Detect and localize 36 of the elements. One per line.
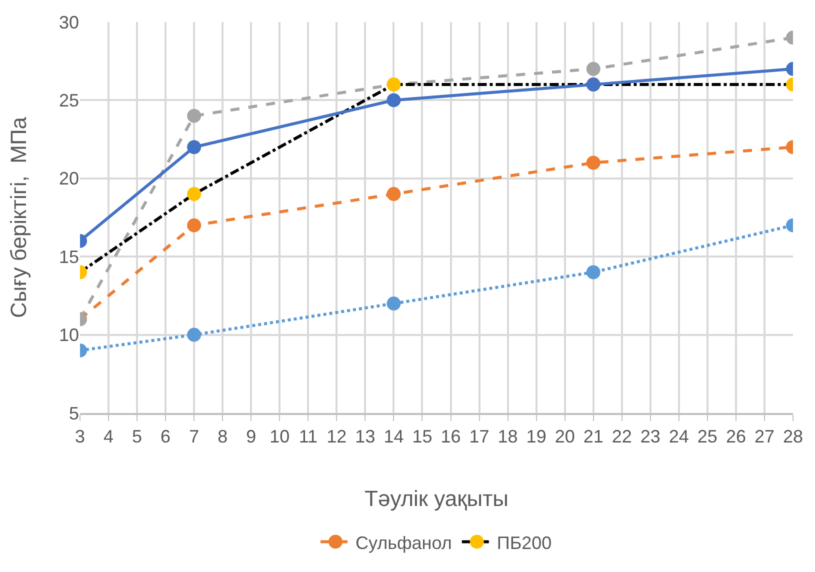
x-tick-label: 24	[668, 426, 689, 447]
y-tick-label: 30	[58, 12, 79, 32]
x-tick-label: 6	[160, 426, 171, 447]
legend-label: Сульфанол	[356, 532, 452, 553]
x-tick-label: 19	[526, 426, 546, 447]
x-tick-label: 10	[270, 426, 290, 447]
x-tick-label: 18	[498, 426, 518, 447]
x-tick-label: 7	[189, 426, 200, 447]
x-tick-label: 4	[104, 426, 114, 447]
x-tick-label: 21	[583, 426, 604, 447]
y-tick-label: 20	[58, 168, 79, 189]
x-tick-label: 13	[355, 426, 376, 447]
y-tick-label: 15	[58, 246, 79, 267]
x-tick-label: 9	[246, 426, 256, 447]
x-tick-label: 14	[384, 426, 404, 447]
x-tick-label: 3	[74, 426, 86, 447]
y-axis-title: Сығу беріктігі, МПа	[6, 116, 31, 318]
x-tick-label: 12	[326, 426, 347, 447]
x-tick-label: 28	[782, 426, 804, 447]
x-axis-title: Тәулік уақыты	[364, 486, 508, 511]
x-tick-label: 22	[612, 426, 632, 447]
x-tick-label: 25	[697, 426, 718, 447]
x-tick-label: 20	[554, 426, 575, 447]
x-tick-label: 26	[726, 426, 746, 447]
legend-label: ПБ200	[496, 532, 552, 553]
y-tick-label: 10	[58, 325, 79, 346]
y-tick-label: 5	[68, 403, 79, 424]
x-tick-label: 17	[469, 426, 490, 447]
y-tick-label: 25	[58, 90, 79, 110]
x-tick-label: 5	[132, 426, 142, 447]
x-tick-label: 23	[640, 426, 660, 447]
x-tick-label: 16	[440, 426, 461, 447]
x-tick-label: 11	[298, 426, 318, 447]
x-tick-label: 27	[754, 426, 774, 447]
x-tick-label: 8	[218, 426, 228, 447]
x-tick-label: 15	[412, 426, 432, 447]
